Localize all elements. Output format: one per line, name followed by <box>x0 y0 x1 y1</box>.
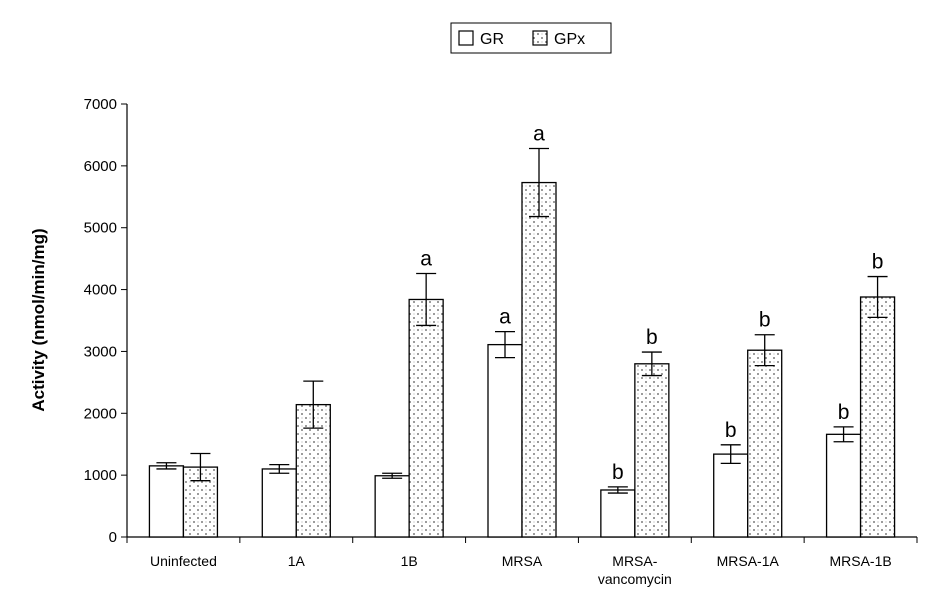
y-tick-label: 4000 <box>84 282 117 299</box>
bar-gr-2 <box>374 475 410 538</box>
significance-label: b <box>612 461 624 484</box>
y-tick-label: 6000 <box>84 158 117 175</box>
category-label: 1A <box>288 553 306 569</box>
category-label: MRSA-1A <box>717 553 780 569</box>
bar-gpx-3 <box>521 181 557 538</box>
significance-label: b <box>872 251 884 274</box>
significance-label: a <box>533 123 545 146</box>
category-label: vancomycin <box>598 571 672 587</box>
legend-label-gr: GR <box>480 31 504 48</box>
category-label: MRSA-1B <box>829 553 891 569</box>
bar-gr-6 <box>825 433 862 538</box>
legend-label-gpx: GPx <box>554 31 585 48</box>
axes: 0 1000 2000 3000 4000 5000 6000 7000 <box>84 96 918 546</box>
bar-gpx-4 <box>634 363 670 538</box>
legend: GR GPx <box>450 22 612 54</box>
y-tick-label: 3000 <box>84 343 117 360</box>
error-bars <box>156 147 888 494</box>
y-tick-label: 1000 <box>84 467 117 484</box>
bar-gpx-2 <box>408 298 444 538</box>
y-tick-label: 5000 <box>84 220 117 237</box>
bar-gr-0 <box>148 465 185 538</box>
legend-swatch-gr <box>458 30 474 46</box>
bars <box>148 181 896 538</box>
y-tick-label: 2000 <box>84 405 117 422</box>
significance-label: a <box>499 306 511 329</box>
bar-gpx-6 <box>859 296 896 538</box>
category-label: 1B <box>401 553 418 569</box>
significance-label: b <box>646 326 658 349</box>
y-tick-label: 0 <box>109 529 117 546</box>
bar-gr-1 <box>261 468 297 538</box>
category-label: MRSA- <box>612 553 657 569</box>
legend-swatch-gpx <box>532 30 548 46</box>
legend-frame <box>450 22 612 54</box>
bar-gr-3 <box>487 343 523 538</box>
category-label: MRSA <box>502 553 543 569</box>
bar-gr-4 <box>600 489 636 538</box>
y-tick-label: 7000 <box>84 96 117 113</box>
significance-label: b <box>838 401 850 424</box>
significance-label: b <box>759 309 771 332</box>
significance-label: a <box>420 247 432 270</box>
bar-gpx-5 <box>747 349 783 538</box>
significance-label: b <box>725 419 737 442</box>
category-label: Uninfected <box>150 553 217 569</box>
bar-gr-5 <box>713 453 749 538</box>
category-labels: Uninfected 1A 1B MRSA MRSA-vancomycin MRSA-1A… <box>150 553 892 587</box>
significance-labels: a a a b b b b b b <box>420 123 883 484</box>
y-axis-label: Activity (nmol/min/mg) <box>29 228 48 411</box>
